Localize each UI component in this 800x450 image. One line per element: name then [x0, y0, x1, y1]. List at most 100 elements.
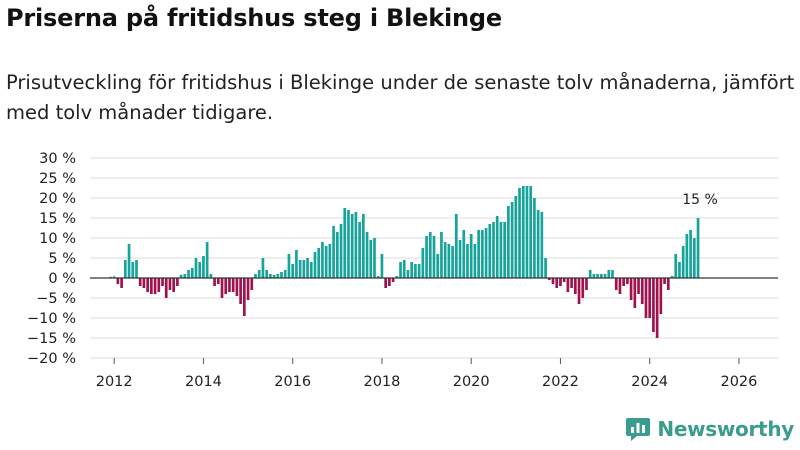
bar	[216, 278, 220, 284]
bar	[428, 232, 432, 278]
bar	[637, 278, 640, 294]
newsworthy-logo: Newsworthy	[625, 416, 794, 442]
bar	[454, 214, 458, 278]
bar	[246, 278, 250, 300]
bar	[525, 186, 529, 278]
last-value-annotation: 15 %	[682, 192, 718, 208]
bar	[633, 278, 637, 308]
bar	[473, 244, 477, 278]
bar	[365, 232, 369, 278]
bar	[566, 278, 570, 292]
bar	[614, 278, 618, 290]
bar	[376, 276, 380, 278]
bar	[190, 268, 194, 278]
bar	[187, 270, 190, 278]
bar	[410, 262, 414, 278]
bar	[164, 278, 168, 298]
bar	[618, 278, 622, 294]
bar	[551, 278, 555, 284]
bar	[395, 276, 399, 278]
bar	[242, 278, 246, 316]
bar	[324, 246, 328, 278]
bar	[120, 278, 123, 288]
bar	[265, 270, 268, 278]
bar	[261, 258, 265, 278]
bar	[492, 222, 495, 278]
bar	[168, 278, 172, 290]
bar	[317, 248, 321, 278]
bar	[302, 260, 306, 278]
bar	[157, 278, 161, 292]
bar	[436, 254, 440, 278]
bar	[116, 278, 120, 284]
bar	[123, 260, 127, 278]
chart-subtitle: Prisutveckling för fritidshus i Blekinge…	[6, 71, 795, 124]
bar	[462, 230, 466, 278]
bar	[362, 214, 365, 278]
bar	[692, 238, 696, 278]
bar	[417, 264, 421, 278]
bar	[592, 274, 596, 278]
bar	[678, 262, 681, 278]
bar	[276, 274, 280, 278]
bar	[161, 278, 164, 286]
bar	[484, 228, 488, 278]
bar	[135, 260, 138, 278]
bar	[544, 258, 547, 278]
bar	[142, 278, 146, 288]
bar	[466, 244, 469, 278]
bar	[313, 252, 317, 278]
bar	[596, 274, 599, 278]
bar	[648, 278, 652, 318]
bar	[458, 240, 462, 278]
bar	[518, 188, 521, 278]
bar	[146, 278, 149, 292]
bar	[507, 206, 510, 278]
bar	[503, 222, 506, 278]
x-tick-label: 2012	[96, 374, 133, 390]
bar	[373, 238, 376, 278]
y-tick-label: −10 %	[27, 311, 76, 327]
bar	[239, 278, 242, 304]
y-tick-label: −20 %	[27, 351, 76, 367]
bar	[432, 236, 436, 278]
bar	[202, 256, 205, 278]
bar	[495, 216, 499, 278]
bar	[659, 278, 663, 314]
y-tick-label: 30 %	[39, 151, 76, 167]
bar	[577, 278, 581, 304]
bar	[629, 278, 633, 300]
bar	[477, 230, 480, 278]
bar	[205, 242, 209, 278]
bar	[343, 208, 347, 278]
bar	[328, 244, 332, 278]
bar	[235, 278, 239, 296]
bar	[521, 186, 525, 278]
bar	[287, 254, 291, 278]
bar	[622, 278, 626, 286]
bar	[112, 276, 116, 278]
bar	[402, 260, 406, 278]
bar	[309, 262, 313, 278]
bar	[536, 210, 540, 278]
bar	[220, 278, 224, 298]
bar	[644, 278, 648, 318]
x-tick-label: 2026	[720, 374, 757, 390]
bar	[224, 278, 228, 294]
bar	[254, 274, 257, 278]
y-tick-label: 10 %	[39, 231, 76, 247]
bar	[674, 254, 678, 278]
bar	[272, 274, 276, 278]
bar	[335, 232, 339, 278]
bar	[447, 244, 451, 278]
bar	[533, 198, 536, 278]
bar	[228, 278, 231, 292]
bar	[685, 234, 689, 278]
bar	[540, 212, 544, 278]
bar	[499, 222, 503, 278]
bar	[425, 236, 428, 278]
bar	[306, 258, 309, 278]
bar	[607, 270, 611, 278]
bar	[358, 222, 361, 278]
bar	[414, 264, 417, 278]
